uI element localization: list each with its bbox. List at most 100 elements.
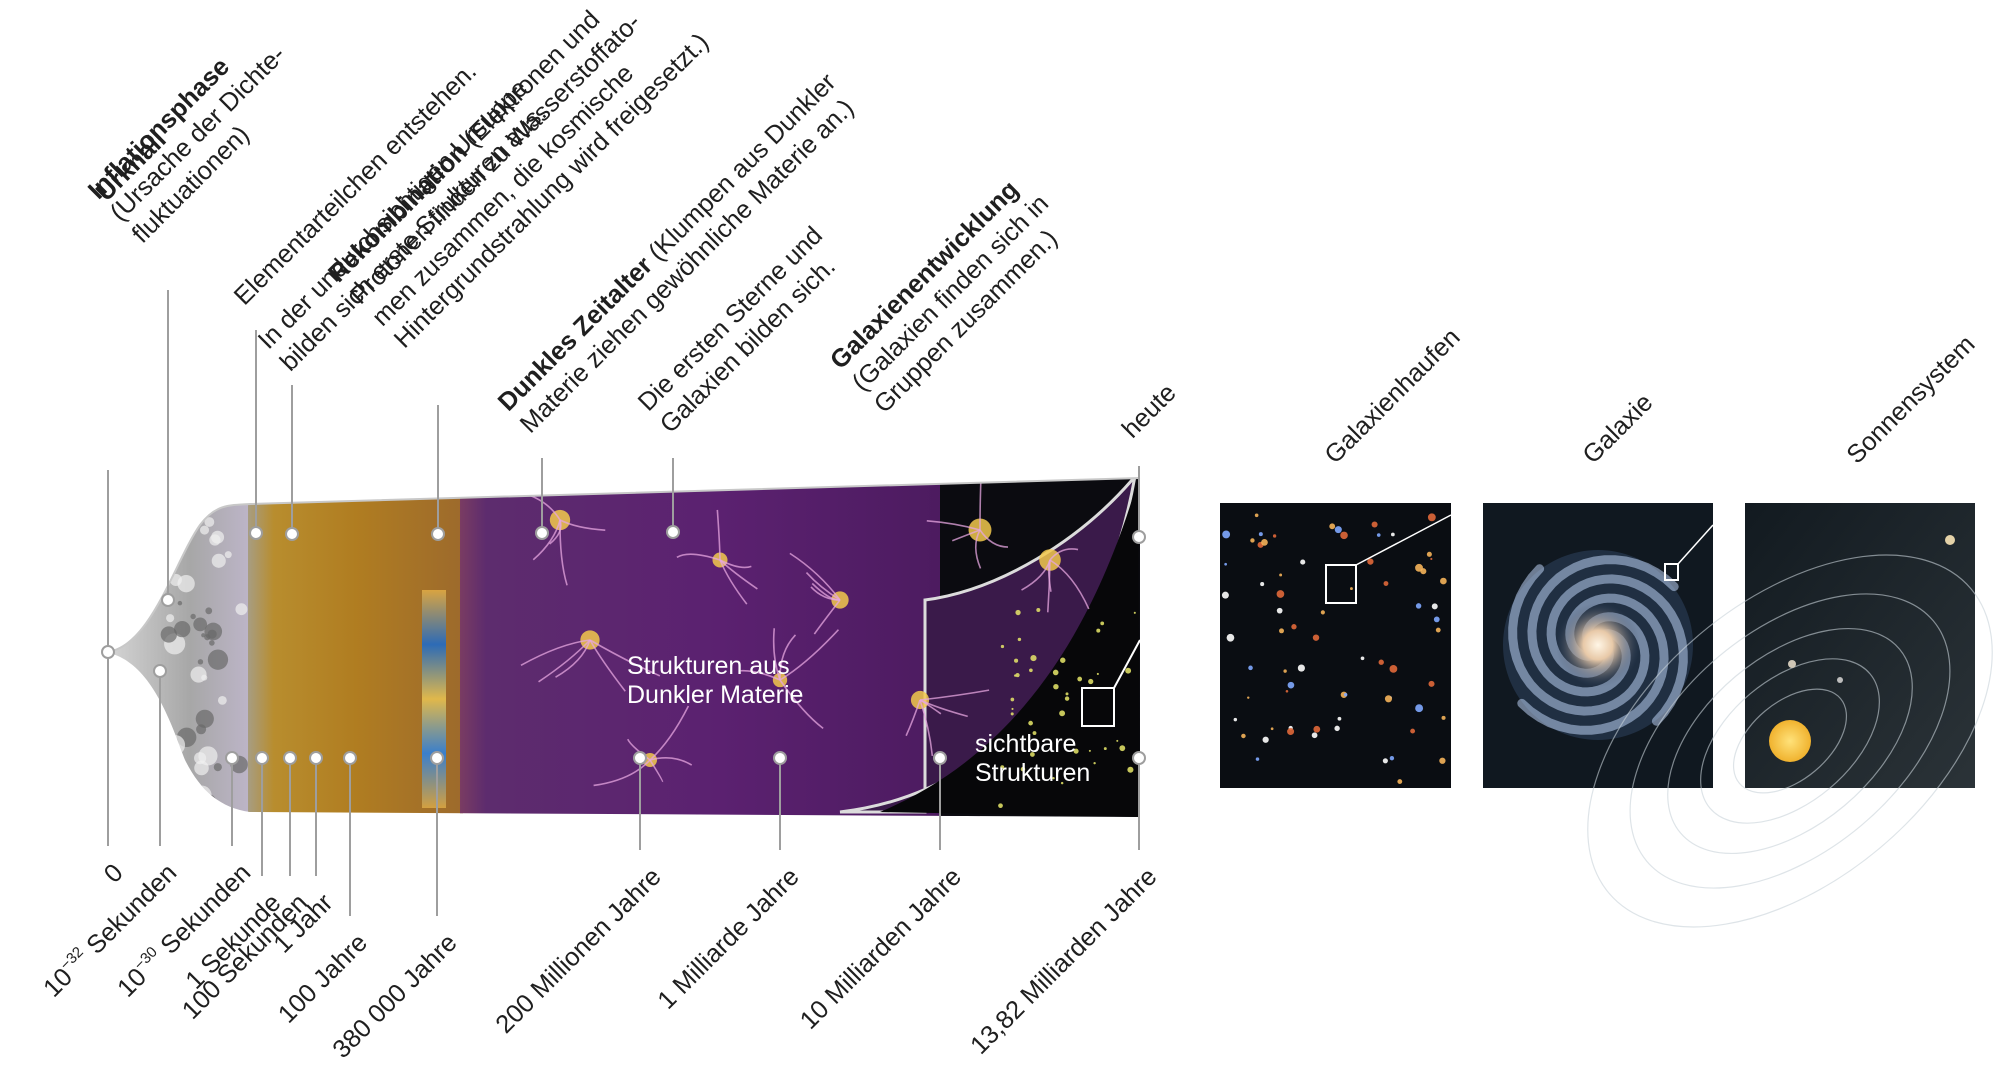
cluster-galaxy-dot (1430, 557, 1433, 561)
star-point (1096, 672, 1099, 676)
star-point (1028, 720, 1033, 726)
filament (538, 639, 591, 683)
cluster-galaxy-dot (1389, 664, 1398, 673)
cluster-galaxy-dot (1311, 732, 1318, 739)
filament (772, 628, 781, 681)
speckle (198, 746, 218, 766)
cluster-galaxy-dot (1426, 551, 1432, 557)
cluster-galaxy-dot (1255, 757, 1260, 761)
cluster-galaxy-dot (1291, 624, 1297, 630)
cluster-galaxy-dot (1415, 704, 1424, 713)
cluster-galaxy-dot (1260, 582, 1265, 587)
filament (559, 519, 606, 531)
cluster-galaxy-dot (1272, 534, 1277, 538)
dark-age-region (460, 478, 980, 817)
speckle (211, 553, 226, 568)
speckle (224, 551, 232, 559)
star-point (1088, 749, 1091, 752)
star-point (998, 803, 1003, 809)
cluster-galaxy-dot (1312, 634, 1320, 641)
filament (789, 552, 841, 601)
star-point (1030, 752, 1035, 757)
filament (593, 759, 651, 787)
star-point (1010, 697, 1015, 702)
star-point (1125, 667, 1132, 674)
planet-icon (1945, 535, 1955, 545)
cluster-galaxy-dot (1226, 633, 1235, 642)
filament (649, 705, 690, 761)
filament (719, 559, 752, 569)
star-point (1011, 707, 1014, 711)
dark-matter-label: Strukturen aus Dunkler Materie (627, 652, 804, 709)
star-point (1060, 781, 1064, 785)
star-point (1059, 710, 1066, 717)
planet-icon (1788, 660, 1796, 668)
cluster-galaxy-dot (1433, 616, 1440, 623)
visible-star-points (998, 608, 1136, 809)
speckle (209, 534, 221, 546)
filament (719, 559, 748, 605)
speckle (166, 614, 175, 623)
filament (649, 759, 664, 783)
cluster-galaxy-dot (1367, 558, 1374, 565)
cluster-galaxy-dot (1261, 538, 1268, 546)
filament (520, 639, 591, 667)
star-point (1036, 608, 1041, 612)
cluster-galaxy-dot (1340, 531, 1348, 540)
time-dot-7 (430, 751, 444, 765)
marker-dots (101, 525, 1146, 765)
star-point (1029, 668, 1033, 673)
cluster-galaxy-dot (1441, 715, 1446, 720)
cluster-galaxy-dot (1360, 656, 1365, 661)
speckle (204, 517, 215, 527)
zoom-box (1081, 687, 1115, 727)
epoch-dot-3 (285, 527, 299, 541)
speckle (235, 603, 248, 616)
cluster-galaxy-dot (1320, 610, 1325, 615)
filament (805, 571, 841, 601)
speckle (205, 607, 213, 615)
speckle (217, 695, 227, 705)
star-point (1093, 761, 1096, 765)
filament (810, 586, 841, 601)
star-point (1052, 669, 1059, 676)
speckle (191, 785, 212, 806)
epoch-dot-6 (666, 525, 680, 539)
filament (926, 519, 981, 531)
speckle (177, 765, 191, 778)
cluster-galaxy-dot (1371, 521, 1378, 528)
galaxy-core (1556, 603, 1640, 687)
orbit-line (1629, 593, 1951, 889)
star-point (1073, 748, 1079, 754)
visible-structures-region (880, 480, 1140, 817)
star-point (1053, 683, 1059, 690)
cluster-galaxy-dot (1250, 538, 1255, 543)
filament (919, 689, 990, 701)
star-point (1017, 637, 1022, 642)
cluster-galaxy-dot (1415, 563, 1423, 572)
filament (951, 529, 981, 542)
time-dot-1 (153, 664, 167, 678)
filament (555, 639, 591, 678)
cluster-galaxy-dot (1435, 627, 1441, 633)
orbit-line (1667, 627, 1913, 855)
speckle (213, 763, 222, 772)
star-point (1077, 676, 1083, 682)
cluster-galaxy-dot (1350, 587, 1353, 590)
epoch-dot-5 (535, 526, 549, 540)
filament (813, 599, 841, 635)
epoch-dot-2 (249, 526, 263, 540)
star-point (1015, 672, 1020, 678)
filament (532, 519, 561, 561)
star-point (1060, 657, 1066, 663)
cluster-galaxy-dot (1343, 692, 1348, 697)
star-point (1020, 766, 1026, 772)
cluster-zoom-box (1325, 564, 1357, 604)
star-point (1030, 655, 1037, 662)
filament (719, 559, 758, 590)
cluster-galaxy-dot (1262, 736, 1269, 743)
time-dot-6 (343, 751, 357, 765)
filament (905, 699, 921, 737)
cluster-galaxy-dot (1383, 581, 1389, 586)
